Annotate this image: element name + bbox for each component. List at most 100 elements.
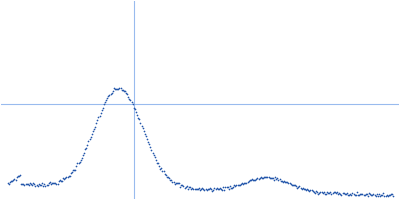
Point bbox=[310, 190, 316, 193]
Point bbox=[214, 187, 221, 190]
Point bbox=[320, 191, 326, 194]
Point bbox=[239, 182, 245, 185]
Point bbox=[89, 133, 95, 136]
Point bbox=[294, 186, 300, 190]
Point bbox=[268, 177, 274, 180]
Point bbox=[295, 185, 302, 188]
Point bbox=[323, 192, 329, 195]
Point bbox=[155, 162, 161, 165]
Point bbox=[314, 191, 320, 194]
Point bbox=[388, 193, 394, 196]
Point bbox=[80, 153, 86, 157]
Point bbox=[366, 192, 372, 195]
Point bbox=[14, 175, 20, 178]
Point bbox=[130, 103, 136, 106]
Point bbox=[249, 177, 255, 180]
Point bbox=[224, 186, 231, 189]
Point bbox=[162, 172, 168, 175]
Point bbox=[214, 186, 220, 190]
Point bbox=[376, 193, 382, 196]
Point bbox=[167, 178, 174, 181]
Point bbox=[263, 176, 270, 179]
Point bbox=[181, 186, 188, 189]
Point bbox=[362, 192, 369, 195]
Point bbox=[46, 181, 52, 184]
Point bbox=[327, 190, 334, 194]
Point bbox=[43, 183, 50, 186]
Point bbox=[256, 177, 263, 180]
Point bbox=[165, 176, 171, 179]
Point bbox=[316, 192, 322, 195]
Point bbox=[20, 183, 26, 186]
Point bbox=[206, 187, 212, 191]
Point bbox=[374, 193, 380, 196]
Point bbox=[61, 177, 67, 180]
Point bbox=[177, 185, 183, 188]
Point bbox=[10, 178, 16, 181]
Point bbox=[385, 194, 391, 197]
Point bbox=[380, 192, 386, 195]
Point bbox=[26, 184, 32, 187]
Point bbox=[75, 162, 82, 165]
Point bbox=[164, 175, 170, 178]
Point bbox=[342, 192, 348, 195]
Point bbox=[304, 187, 310, 190]
Point bbox=[197, 188, 203, 191]
Point bbox=[158, 167, 164, 170]
Point bbox=[204, 187, 211, 190]
Point bbox=[169, 181, 176, 184]
Point bbox=[387, 193, 393, 196]
Point bbox=[313, 189, 319, 192]
Point bbox=[115, 87, 122, 91]
Point bbox=[251, 178, 257, 181]
Point bbox=[201, 189, 208, 192]
Point bbox=[293, 184, 299, 187]
Point bbox=[21, 184, 28, 187]
Point bbox=[82, 147, 88, 150]
Point bbox=[367, 192, 373, 195]
Point bbox=[362, 194, 368, 197]
Point bbox=[322, 192, 328, 195]
Point bbox=[352, 193, 358, 196]
Point bbox=[326, 191, 332, 195]
Point bbox=[149, 151, 156, 154]
Point bbox=[154, 161, 160, 164]
Point bbox=[174, 182, 180, 185]
Point bbox=[356, 193, 362, 196]
Point bbox=[48, 182, 54, 186]
Point bbox=[133, 111, 139, 114]
Point bbox=[241, 181, 248, 184]
Point bbox=[172, 182, 178, 185]
Point bbox=[123, 92, 129, 95]
Point bbox=[278, 179, 284, 182]
Point bbox=[121, 90, 127, 93]
Point bbox=[157, 167, 164, 170]
Point bbox=[160, 170, 167, 173]
Point bbox=[382, 194, 389, 198]
Point bbox=[227, 185, 233, 188]
Point bbox=[111, 87, 117, 90]
Point bbox=[390, 194, 396, 197]
Point bbox=[90, 129, 96, 133]
Point bbox=[95, 116, 102, 119]
Point bbox=[330, 191, 337, 194]
Point bbox=[110, 90, 116, 93]
Point bbox=[288, 184, 295, 187]
Point bbox=[336, 192, 342, 195]
Point bbox=[275, 179, 282, 182]
Point bbox=[234, 184, 241, 187]
Point bbox=[178, 184, 184, 187]
Point bbox=[389, 192, 396, 195]
Point bbox=[98, 111, 104, 114]
Point bbox=[228, 186, 234, 190]
Point bbox=[238, 183, 244, 186]
Point bbox=[192, 188, 199, 191]
Point bbox=[11, 177, 18, 181]
Point bbox=[85, 140, 92, 143]
Point bbox=[318, 190, 325, 193]
Point bbox=[270, 177, 276, 180]
Point bbox=[207, 187, 213, 190]
Point bbox=[128, 100, 135, 103]
Point bbox=[142, 133, 148, 136]
Point bbox=[264, 175, 271, 178]
